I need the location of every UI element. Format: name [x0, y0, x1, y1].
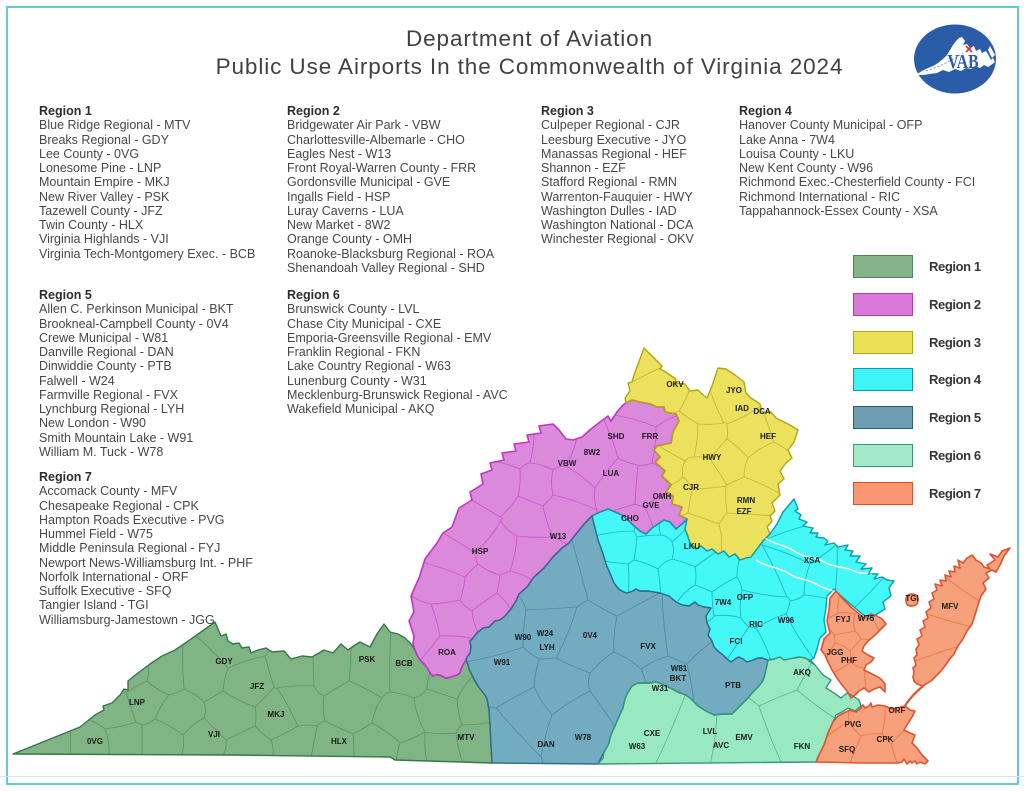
- svg-text:W96: W96: [778, 616, 795, 625]
- svg-text:EMV: EMV: [735, 733, 753, 742]
- svg-text:LUA: LUA: [603, 469, 620, 478]
- svg-text:PTB: PTB: [725, 681, 741, 690]
- svg-text:W91: W91: [494, 658, 511, 667]
- svg-text:CJR: CJR: [683, 483, 699, 492]
- svg-text:8W2: 8W2: [584, 448, 601, 457]
- svg-text:DAN: DAN: [537, 740, 555, 749]
- svg-text:GVE: GVE: [643, 501, 661, 510]
- svg-text:W24: W24: [537, 629, 554, 638]
- svg-text:LYH: LYH: [539, 643, 554, 652]
- svg-text:MKJ: MKJ: [268, 710, 285, 719]
- svg-text:CPK: CPK: [877, 735, 894, 744]
- svg-text:0V4: 0V4: [583, 631, 598, 640]
- svg-text:W90: W90: [515, 633, 532, 642]
- svg-text:BKT: BKT: [670, 674, 687, 683]
- svg-text:W81: W81: [671, 664, 688, 673]
- svg-text:W78: W78: [575, 733, 592, 742]
- svg-text:JFZ: JFZ: [250, 682, 264, 691]
- svg-text:W13: W13: [550, 532, 567, 541]
- svg-text:OKV: OKV: [666, 380, 684, 389]
- svg-text:VBW: VBW: [558, 459, 577, 468]
- svg-text:TGI: TGI: [905, 594, 918, 603]
- svg-text:LKU: LKU: [684, 542, 701, 551]
- svg-text:MTV: MTV: [458, 733, 476, 742]
- svg-text:W63: W63: [629, 742, 646, 751]
- svg-text:AVC: AVC: [713, 741, 730, 750]
- svg-text:PHF: PHF: [841, 656, 857, 665]
- svg-text:0VG: 0VG: [87, 737, 103, 746]
- svg-text:OMH: OMH: [653, 492, 672, 501]
- svg-text:FCI: FCI: [730, 637, 743, 646]
- svg-text:CXE: CXE: [644, 729, 661, 738]
- svg-text:BCB: BCB: [395, 659, 413, 668]
- svg-text:HEF: HEF: [760, 432, 776, 441]
- svg-text:IAD: IAD: [735, 404, 749, 413]
- svg-text:VJI: VJI: [208, 730, 220, 739]
- svg-text:FKN: FKN: [794, 742, 811, 751]
- svg-text:W75: W75: [858, 614, 875, 623]
- svg-text:MFV: MFV: [942, 602, 960, 611]
- svg-text:HLX: HLX: [331, 737, 348, 746]
- svg-text:VAB: VAB: [948, 51, 979, 73]
- svg-text:JGG: JGG: [827, 648, 844, 657]
- svg-text:W31: W31: [652, 684, 669, 693]
- svg-text:AKQ: AKQ: [793, 668, 811, 677]
- svg-text:RMN: RMN: [737, 496, 755, 505]
- svg-text:XSA: XSA: [804, 556, 821, 565]
- svg-text:CHO: CHO: [621, 514, 639, 523]
- svg-text:OFP: OFP: [737, 593, 754, 602]
- svg-text:HWY: HWY: [703, 453, 722, 462]
- svg-text:JYO: JYO: [726, 386, 742, 395]
- svg-text:RIC: RIC: [749, 620, 763, 629]
- svg-text:SFQ: SFQ: [839, 745, 855, 754]
- svg-text:HSP: HSP: [472, 547, 489, 556]
- svg-text:ORF: ORF: [889, 706, 906, 715]
- svg-text:PSK: PSK: [359, 655, 376, 664]
- svg-text:ROA: ROA: [438, 648, 456, 657]
- svg-text:FRR: FRR: [642, 432, 659, 441]
- svg-text:LNP: LNP: [129, 698, 146, 707]
- svg-text:7W4: 7W4: [715, 598, 732, 607]
- svg-text:FYJ: FYJ: [836, 615, 851, 624]
- svg-text:FVX: FVX: [640, 642, 656, 651]
- svg-text:GDY: GDY: [215, 657, 233, 666]
- svg-text:EZF: EZF: [736, 507, 751, 516]
- svg-text:DCA: DCA: [753, 407, 771, 416]
- svg-text:SHD: SHD: [608, 432, 625, 441]
- svg-text:PVG: PVG: [845, 720, 862, 729]
- svg-text:LVL: LVL: [703, 727, 718, 736]
